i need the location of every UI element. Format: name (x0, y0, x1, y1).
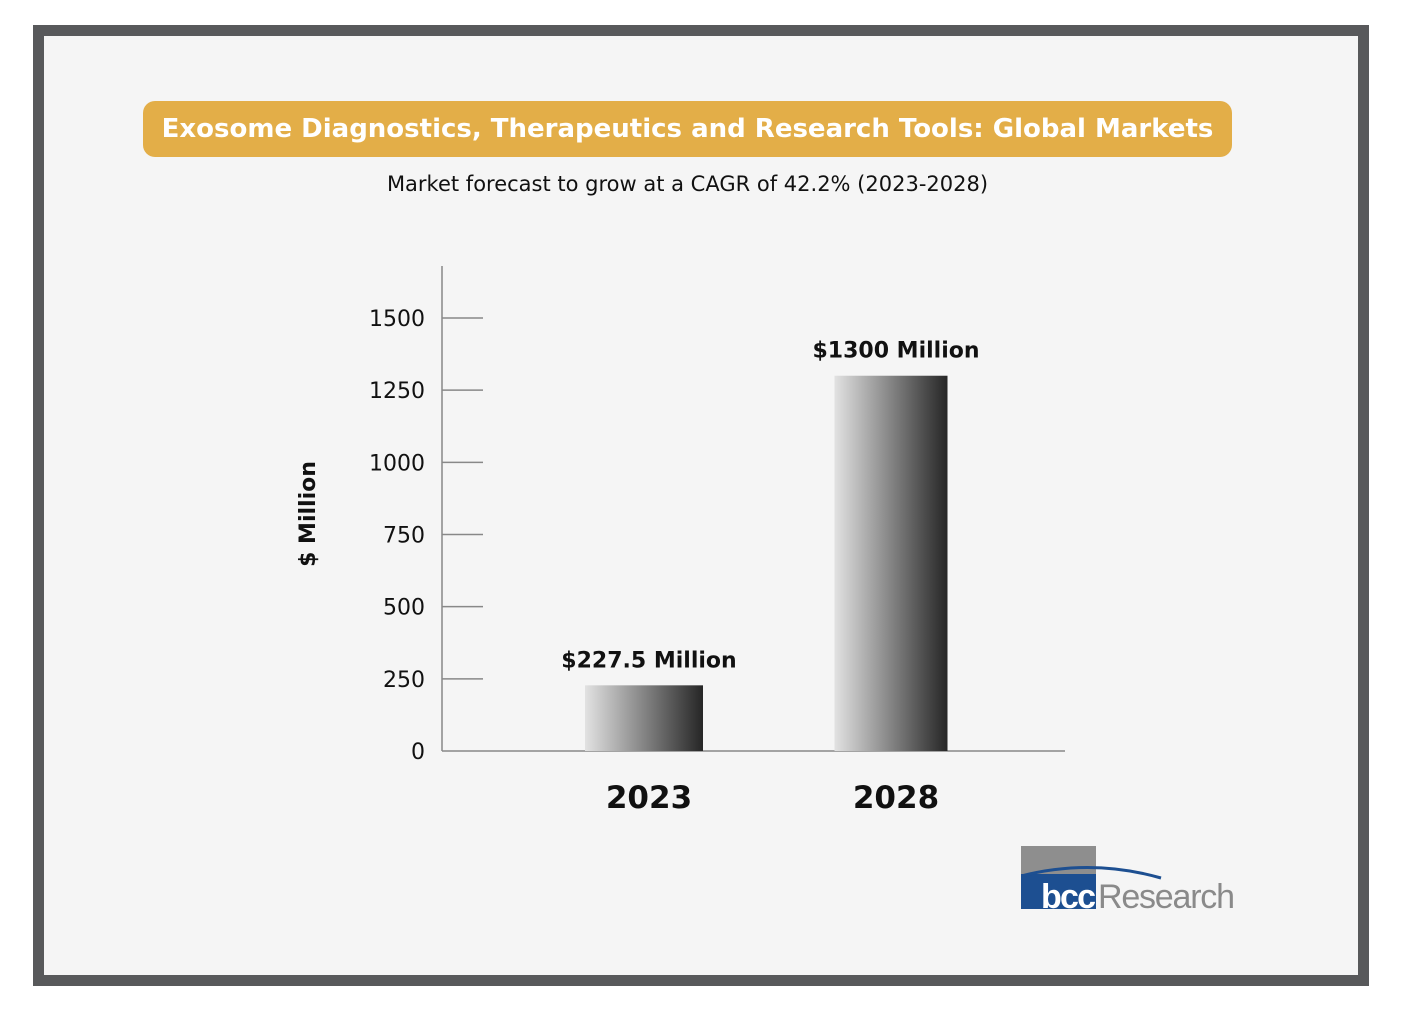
y-tick-label: 0 (411, 740, 425, 765)
bar-2023 (585, 685, 703, 751)
data-label: $1300 Million (812, 339, 979, 364)
y-tick-label: 1500 (369, 307, 425, 332)
x-tick-label: 2028 (853, 780, 939, 816)
chart-frame (33, 25, 1369, 986)
chart-subtitle: Market forecast to grow at a CAGR of 42.… (386, 172, 989, 196)
y-tick-label: 1250 (369, 379, 425, 404)
y-tick-label: 500 (383, 596, 425, 621)
svg-text:Research: Research (1098, 878, 1235, 912)
bar-2028 (834, 375, 948, 751)
svg-text:bcc: bcc (1041, 878, 1096, 912)
x-tick-label: 2023 (606, 780, 692, 816)
data-label: $227.5 Million (561, 648, 736, 673)
chart-title: Exosome Diagnostics, Therapeutics and Re… (143, 101, 1232, 157)
bcc-research-logo: bcc Research (1021, 846, 1236, 912)
y-tick-label: 250 (383, 668, 425, 693)
y-axis-label: $ Million (296, 461, 321, 567)
y-tick-label: 1000 (369, 451, 425, 476)
y-tick-label: 750 (383, 524, 425, 549)
